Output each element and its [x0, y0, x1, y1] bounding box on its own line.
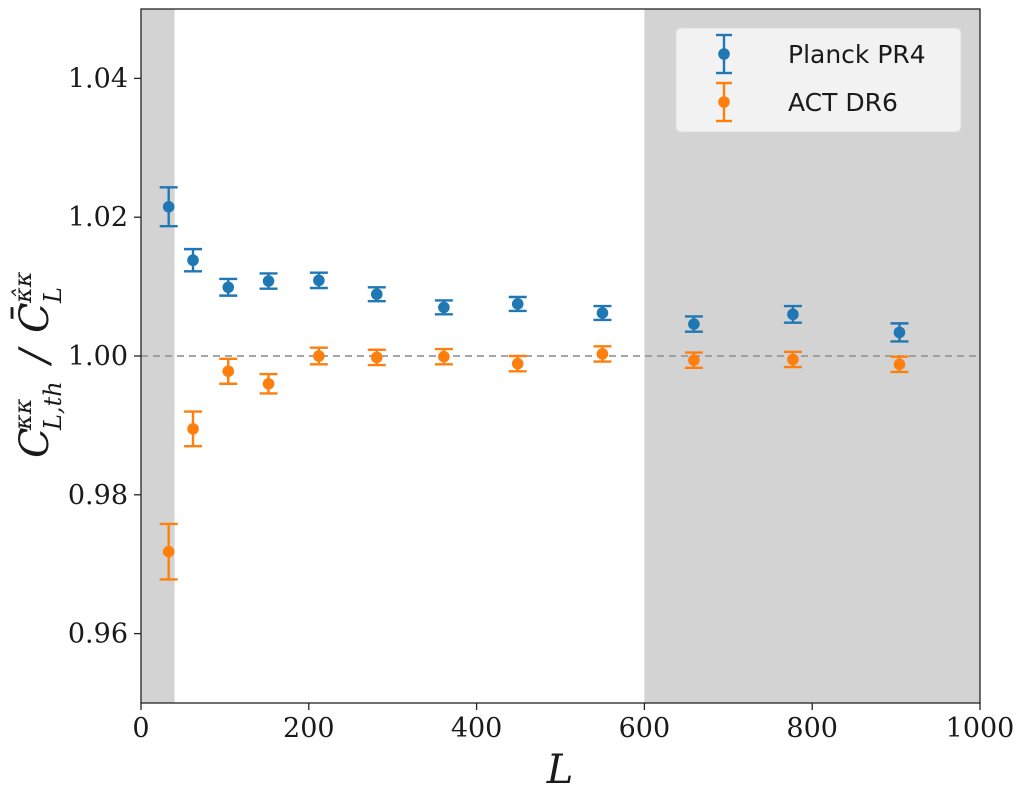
legend-label: Planck PR4 — [788, 40, 926, 69]
x-tick-label: 200 — [283, 713, 335, 744]
data-point — [162, 545, 175, 558]
data-point — [187, 254, 199, 267]
data-point — [222, 365, 235, 378]
legend-entry-act-dr6: ACT DR6 — [716, 81, 898, 123]
series-act-dr6 — [159, 345, 909, 581]
data-point — [596, 307, 609, 319]
data-point — [370, 288, 383, 301]
svg-text:L,th: L,th — [39, 381, 67, 431]
x-axis-label: L — [546, 747, 574, 793]
y-tick-label: 1.02 — [68, 202, 128, 233]
x-tick-label: 600 — [619, 713, 671, 744]
legend-entry-planck-pr4: Planck PR4 — [716, 33, 926, 75]
legend-marker — [718, 48, 730, 60]
data-point — [438, 350, 450, 363]
data-point — [688, 354, 700, 366]
data-point — [313, 274, 325, 287]
data-point — [262, 377, 275, 390]
data-point — [222, 281, 235, 294]
y-tick-label: 0.98 — [68, 480, 128, 511]
x-tick-label: 800 — [786, 713, 838, 744]
data-point — [438, 301, 450, 314]
data-point — [511, 357, 524, 370]
data-point — [787, 353, 799, 366]
y-tick-label: 1.00 — [68, 341, 128, 372]
data-point — [370, 351, 383, 364]
svg-text:κ̂κ: κ̂κ — [9, 271, 37, 304]
svg-text:κκ: κκ — [9, 398, 37, 431]
svg-text:/: / — [12, 346, 58, 367]
data-point — [511, 298, 524, 310]
y-tick-label: 0.96 — [68, 619, 128, 650]
data-point — [893, 326, 906, 339]
legend-box — [675, 27, 962, 133]
y-axis-label: C κκ L,th / C̄ κ̂κ L — [9, 271, 67, 458]
axis-ticks: 0 200 400 600 800 1000 0.96 0.98 1.00 1.02 1.04 — [68, 63, 1014, 744]
data-point — [162, 200, 175, 213]
data-point — [313, 350, 325, 362]
x-tick-label: 1000 — [946, 713, 1015, 744]
data-point — [187, 423, 199, 435]
series-planck-pr4 — [159, 186, 909, 343]
x-tick-label: 0 — [132, 713, 149, 744]
data-point — [596, 348, 609, 360]
data-point — [262, 275, 275, 287]
svg-text:C: C — [12, 427, 58, 458]
x-tick-label: 400 — [451, 713, 503, 744]
series-layer — [159, 186, 909, 581]
data-point — [787, 308, 799, 321]
data-point — [688, 318, 700, 330]
svg-text:C̄: C̄ — [11, 302, 58, 333]
svg-text:L: L — [39, 287, 67, 304]
legend-marker — [718, 96, 730, 108]
data-point — [893, 358, 906, 371]
y-tick-label: 1.04 — [68, 63, 128, 94]
legend: Planck PR4 ACT DR6 — [675, 27, 962, 133]
legend-label: ACT DR6 — [788, 88, 898, 117]
